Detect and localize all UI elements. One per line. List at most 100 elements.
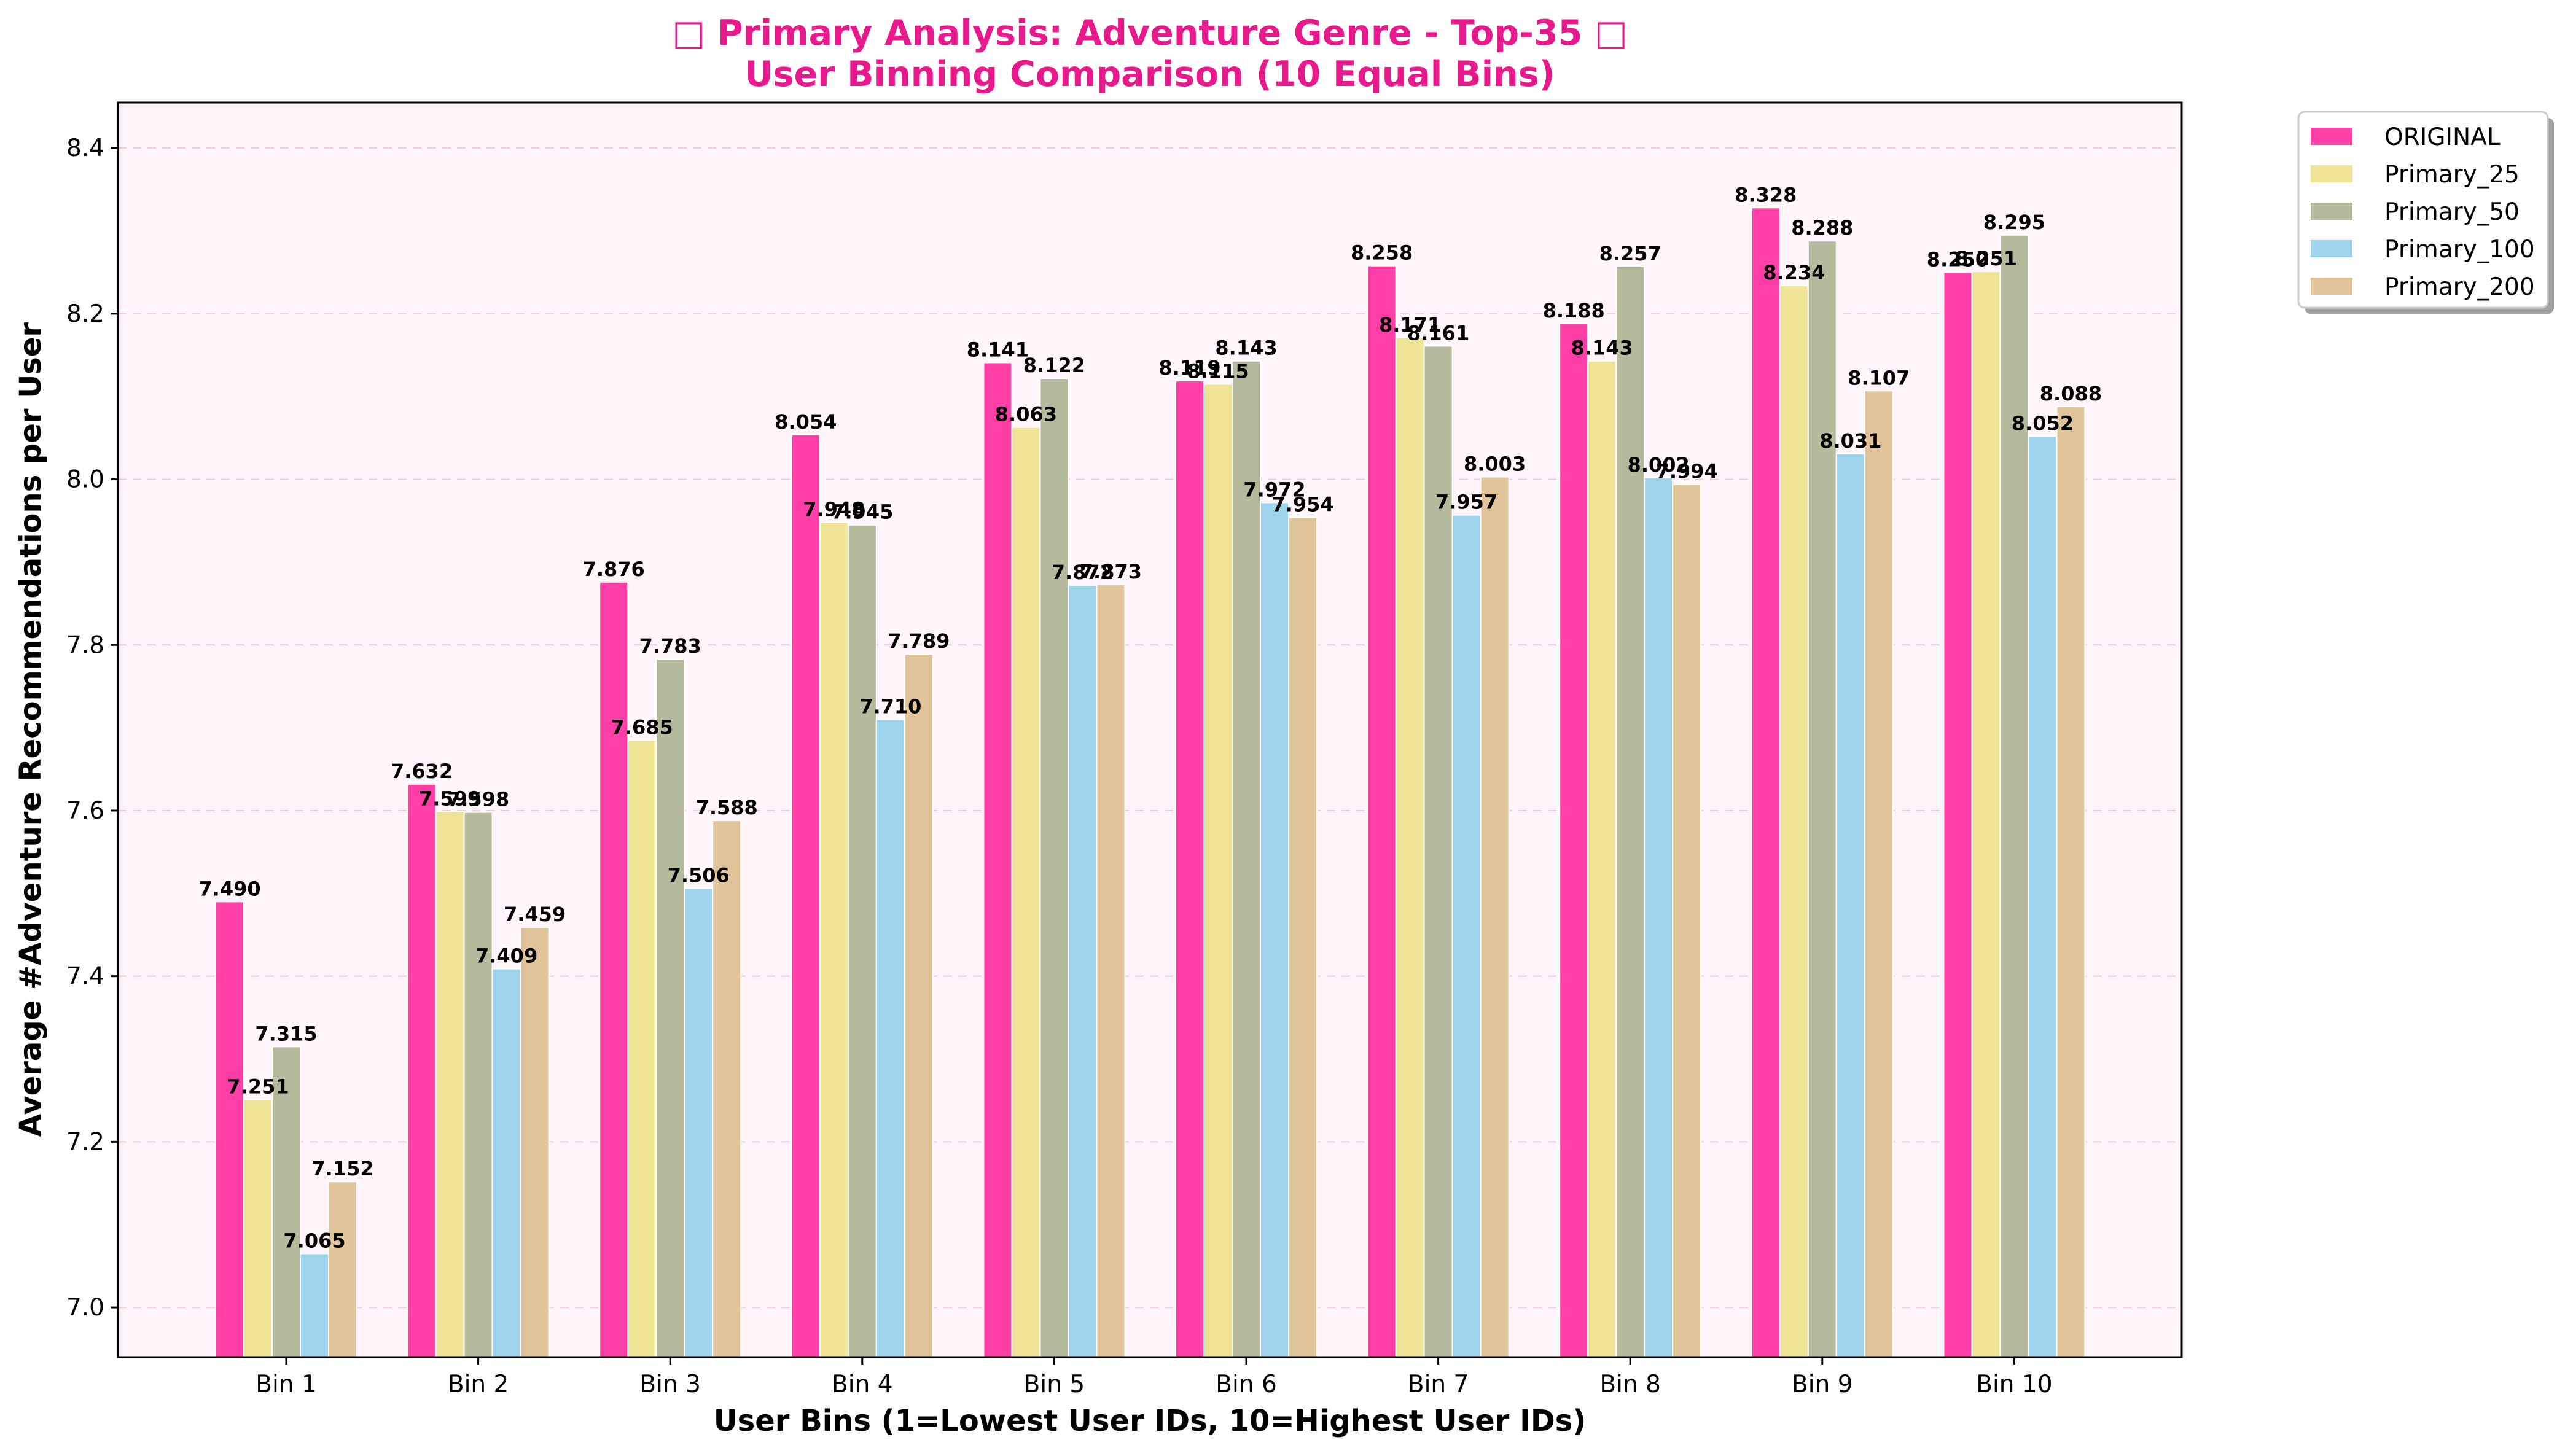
value-label-Primary_100-Bin-10: 8.052 <box>2012 411 2074 435</box>
bar-Primary_25-Bin-3 <box>627 739 657 1358</box>
bar-Primary_100-Bin-10 <box>2028 435 2058 1358</box>
value-label-Primary_25-Bin-3: 7.685 <box>611 715 673 739</box>
value-label-Primary_50-Bin-4: 7.945 <box>831 500 893 524</box>
bar-Primary_100-Bin-6 <box>1260 502 1289 1358</box>
bar-ORIGINAL-Bin-7 <box>1367 265 1397 1358</box>
chart-title-line1: □ Primary Analysis: Adventure Genre - To… <box>672 13 1628 53</box>
value-label-Primary_25-Bin-4: 7.948 <box>803 498 865 521</box>
bars <box>215 207 2086 1358</box>
value-label-Primary_50-Bin-1: 7.315 <box>255 1022 317 1045</box>
value-label-Primary_100-Bin-6: 7.972 <box>1243 478 1305 501</box>
y-tick-label-5: 8.0 <box>66 466 104 494</box>
value-label-Primary_25-Bin-9: 8.234 <box>1763 261 1825 284</box>
bar-Primary_200-Bin-8 <box>1672 483 1702 1358</box>
legend-swatch-Primary_200 <box>2311 278 2352 295</box>
value-label-Primary_50-Bin-8: 8.257 <box>1599 242 1661 265</box>
bar-ORIGINAL-Bin-2 <box>407 783 437 1358</box>
value-label-Primary_100-Bin-9: 8.031 <box>1819 429 1881 453</box>
y-tick-label-6: 8.2 <box>66 300 104 328</box>
value-label-Primary_25-Bin-6: 8.115 <box>1187 359 1249 383</box>
value-label-Primary_200-Bin-3: 7.588 <box>696 796 758 819</box>
value-label-Primary_200-Bin-8: 7.994 <box>1656 460 1718 483</box>
value-label-Primary_25-Bin-8: 8.143 <box>1571 337 1633 360</box>
value-label-Primary_50-Bin-3: 7.783 <box>639 634 701 658</box>
value-label-Primary_200-Bin-6: 7.954 <box>1271 493 1333 516</box>
legend-swatch-Primary_25 <box>2311 165 2352 182</box>
y-tick-label-1: 7.2 <box>66 1128 104 1156</box>
value-label-ORIGINAL-Bin-3: 7.876 <box>583 558 645 581</box>
bar-ORIGINAL-Bin-4 <box>791 434 821 1358</box>
value-label-Primary_200-Bin-9: 8.107 <box>1848 366 1910 389</box>
legend: ORIGINAL Primary_25 Primary_50 Primary_100 P… <box>2297 111 2554 314</box>
bar-Primary_50-Bin-2 <box>463 811 493 1358</box>
value-label-Primary_50-Bin-9: 8.288 <box>1791 216 1853 239</box>
legend-swatch-Primary_100 <box>2311 240 2352 257</box>
bar-ORIGINAL-Bin-8 <box>1559 323 1589 1358</box>
bar-Primary_100-Bin-8 <box>1644 477 1674 1358</box>
bar-Primary_50-Bin-6 <box>1232 360 1261 1358</box>
value-label-ORIGINAL-Bin-2: 7.632 <box>391 760 453 783</box>
value-label-Primary_200-Bin-4: 7.789 <box>888 629 950 653</box>
bar-Primary_200-Bin-6 <box>1288 516 1318 1358</box>
value-label-Primary_50-Bin-10: 8.295 <box>1983 211 2045 234</box>
bar-ORIGINAL-Bin-5 <box>983 362 1013 1358</box>
value-label-Primary_100-Bin-1: 7.065 <box>283 1229 345 1252</box>
bar-Primary_50-Bin-4 <box>847 524 877 1358</box>
legend-label-Primary_25: Primary_25 <box>2384 161 2520 189</box>
bar-Primary_200-Bin-7 <box>1480 476 1510 1358</box>
bar-Primary_25-Bin-1 <box>243 1099 273 1358</box>
bar-ORIGINAL-Bin-6 <box>1175 380 1204 1358</box>
bar-Primary_200-Bin-5 <box>1096 583 1126 1358</box>
x-axis-label: User Bins (1=Lowest User IDs, 10=Highest… <box>714 1404 1587 1438</box>
value-label-Primary_200-Bin-10: 8.088 <box>2040 382 2102 405</box>
value-label-Primary_50-Bin-5: 8.122 <box>1023 354 1085 377</box>
bar-Primary_100-Bin-2 <box>491 968 521 1358</box>
value-label-Primary_25-Bin-7: 8.171 <box>1379 313 1441 337</box>
x-tick-label-4: Bin 5 <box>1024 1371 1085 1398</box>
bar-Primary_25-Bin-4 <box>819 521 849 1358</box>
value-label-ORIGINAL-Bin-9: 8.328 <box>1735 183 1797 206</box>
value-label-Primary_50-Bin-6: 8.143 <box>1215 337 1277 360</box>
x-tick-label-8: Bin 9 <box>1792 1371 1853 1398</box>
bar-Primary_25-Bin-8 <box>1587 360 1617 1358</box>
bar-Primary_100-Bin-3 <box>684 887 714 1358</box>
x-tick-label-0: Bin 1 <box>256 1371 317 1398</box>
value-label-Primary_200-Bin-7: 8.003 <box>1464 453 1526 476</box>
bar-Primary_50-Bin-5 <box>1039 378 1069 1358</box>
bar-Primary_100-Bin-4 <box>875 718 905 1358</box>
bar-Primary_200-Bin-1 <box>328 1181 357 1358</box>
bar-Primary_25-Bin-6 <box>1203 383 1233 1358</box>
value-label-Primary_50-Bin-7: 8.161 <box>1407 321 1469 345</box>
bar-Primary_200-Bin-9 <box>1864 390 1894 1358</box>
value-label-ORIGINAL-Bin-6: 8.119 <box>1158 356 1220 380</box>
bar-Primary_200-Bin-4 <box>904 653 934 1358</box>
value-label-Primary_200-Bin-5: 7.873 <box>1080 560 1142 583</box>
value-label-Primary_200-Bin-1: 7.152 <box>311 1157 373 1180</box>
bar-Primary_50-Bin-8 <box>1615 266 1646 1358</box>
chart-title-line2: User Binning Comparison (10 Equal Bins) <box>744 54 1555 95</box>
bar-Primary_50-Bin-7 <box>1423 345 1453 1358</box>
value-label-Primary_25-Bin-10: 8.251 <box>1955 247 2017 270</box>
value-label-Primary_100-Bin-5: 7.872 <box>1052 561 1114 584</box>
x-tick-label-6: Bin 7 <box>1408 1371 1469 1398</box>
y-tick-label-3: 7.6 <box>66 797 104 825</box>
x-tick-label-3: Bin 4 <box>832 1371 893 1398</box>
bar-Primary_100-Bin-7 <box>1451 514 1482 1358</box>
x-tick-label-5: Bin 6 <box>1216 1371 1277 1398</box>
value-labels: 7.490 7.632 7.876 8.054 8.141 8.119 8.258 8.188… <box>198 183 2102 1252</box>
value-label-Primary_100-Bin-3: 7.506 <box>668 864 730 887</box>
bar-ORIGINAL-Bin-1 <box>215 901 244 1358</box>
x-tick-label-9: Bin 10 <box>1976 1371 2052 1398</box>
legend-label-ORIGINAL: ORIGINAL <box>2384 123 2501 151</box>
bar-Primary_200-Bin-2 <box>520 927 550 1358</box>
bar-Primary_200-Bin-10 <box>2056 405 2086 1358</box>
x-tick-label-7: Bin 8 <box>1599 1371 1661 1398</box>
bar-Primary_25-Bin-7 <box>1395 337 1425 1358</box>
value-label-Primary_25-Bin-1: 7.251 <box>227 1075 289 1099</box>
y-tick-label-0: 7.0 <box>66 1294 104 1322</box>
bar-Primary_25-Bin-10 <box>1971 271 2001 1358</box>
y-tick-label-7: 8.4 <box>66 134 104 162</box>
bar-Primary_200-Bin-3 <box>712 820 742 1358</box>
bar-Primary_100-Bin-1 <box>300 1253 329 1358</box>
y-tick-label-2: 7.4 <box>66 963 104 991</box>
